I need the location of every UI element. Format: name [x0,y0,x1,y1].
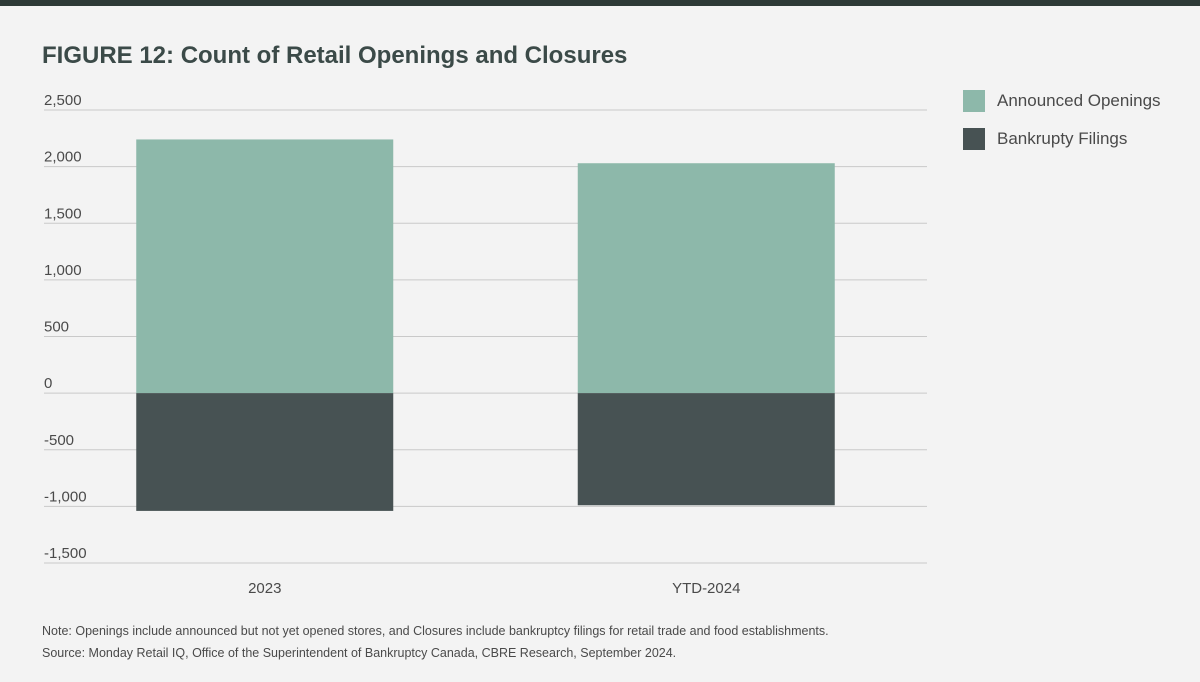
chart-source: Source: Monday Retail IQ, Office of the … [42,646,677,660]
y-tick-label: 0 [44,375,52,392]
legend-item-bankruptcy: Bankrupty Filings [963,128,1161,150]
y-tick-label: -500 [44,432,74,449]
chart-legend: Announced Openings Bankrupty Filings [963,90,1161,166]
chart-plot: 2,500 2,000 1,500 1,000 500 0 -500 -1,000 -1,500… [44,92,927,597]
bar-bankruptcy [136,393,394,511]
y-tick-label: 2,500 [44,92,82,109]
chart-title: FIGURE 12: Count of Retail Openings and … [42,42,628,69]
chart-note: Note: Openings include announced but not… [42,624,829,638]
y-tick-label: -1,500 [44,545,87,562]
x-tick-label: 2023 [248,580,281,597]
y-tick-label: 500 [44,319,69,336]
bar-bankruptcy [577,393,835,506]
y-tick-label: 1,500 [44,205,82,222]
bar-openings [577,163,835,394]
legend-swatch-bankruptcy [963,128,985,150]
y-tick-label: -1,000 [44,488,87,505]
y-tick-label: 2,000 [44,149,82,166]
y-tick-label: 1,000 [44,262,82,279]
legend-swatch-openings [963,90,985,112]
x-tick-label: YTD-2024 [672,580,740,597]
bar-openings [136,139,394,394]
legend-item-openings: Announced Openings [963,90,1161,112]
legend-label-openings: Announced Openings [997,91,1161,110]
legend-label-bankruptcy: Bankrupty Filings [997,129,1128,148]
top-rule [0,0,1200,6]
